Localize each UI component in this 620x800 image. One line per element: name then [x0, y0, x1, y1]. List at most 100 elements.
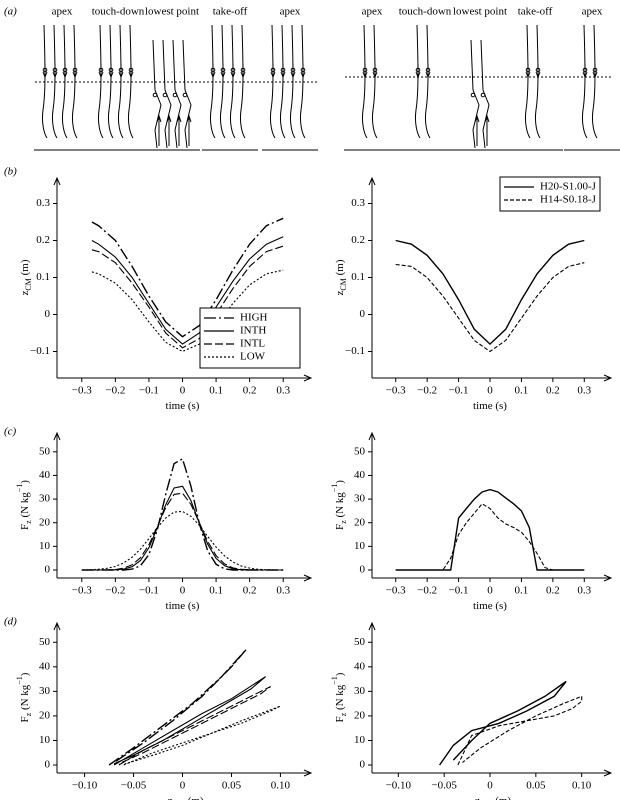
- y-tick-label: 40: [39, 660, 51, 672]
- series-line: [113, 676, 267, 766]
- leg-stick: [425, 24, 431, 139]
- legend-box: [199, 307, 301, 369]
- x-tick-label: 0: [180, 385, 186, 397]
- axis-label-part: (N kg: [19, 492, 31, 521]
- axis-label: −zCM (m): [469, 795, 512, 800]
- axis-label: time (s): [473, 600, 507, 612]
- x-tick-label: 0.2: [546, 385, 560, 397]
- axis-label-part: F: [19, 716, 31, 722]
- axis-label: Fz (N kg−1): [330, 480, 348, 530]
- phase-label: touch-down: [399, 6, 452, 18]
- velocity-arrow: [290, 64, 296, 79]
- y-tick-label: 10: [354, 540, 366, 552]
- leg-stick: [525, 24, 531, 139]
- x-tick-label: 0: [487, 585, 493, 597]
- leg-stick: [210, 24, 216, 139]
- leg-stick: [182, 39, 192, 149]
- series-line: [91, 217, 284, 338]
- leg-stick: [300, 24, 306, 139]
- axis-label-part: ): [19, 480, 31, 484]
- x-tick-label: 0: [180, 780, 186, 792]
- leg-stick: [415, 24, 421, 139]
- leg-stick: [152, 39, 162, 149]
- x-tick-label: 0.3: [577, 385, 591, 397]
- y-tick-label: 0: [360, 564, 366, 576]
- axis-label-part: CM: [24, 278, 33, 290]
- x-tick-label: −0.1: [449, 585, 469, 597]
- velocity-arrow: [280, 64, 286, 79]
- phase-label: apex: [52, 6, 73, 18]
- axis-label-part: z: [339, 712, 348, 716]
- force-arrow: [186, 114, 192, 146]
- axis-label-part: z: [339, 520, 348, 524]
- leg-stick: [42, 24, 48, 139]
- x-tick-label: 0: [487, 385, 493, 397]
- velocity-arrow: [270, 64, 276, 79]
- x-tick-label: 0: [180, 585, 186, 597]
- y-tick-label: 30: [354, 493, 366, 505]
- x-tick-label: 0.2: [243, 585, 257, 597]
- leg-stick: [280, 24, 286, 139]
- x-tick-label: 0.1: [209, 385, 223, 397]
- leg-stick: [592, 24, 598, 139]
- x-axis: [57, 374, 313, 382]
- series-line: [123, 705, 281, 766]
- x-axis: [57, 574, 313, 582]
- velocity-arrow: [118, 64, 124, 79]
- force-arrow: [474, 114, 480, 146]
- axis-label-part: z: [19, 290, 31, 295]
- y-tick-label: 10: [39, 734, 51, 746]
- y-tick-label: 0.2: [36, 234, 50, 246]
- axis-label-part: (m): [492, 795, 511, 800]
- axis-label-part: ): [19, 672, 31, 676]
- series-line: [439, 680, 567, 766]
- x-tick-label: 0.3: [276, 385, 290, 397]
- axis-label-part: time (s): [473, 400, 507, 412]
- velocity-arrow: [425, 64, 431, 79]
- y-tick-label: −0.1: [345, 345, 365, 357]
- y-tick-label: 30: [354, 685, 366, 697]
- leg-stick: [52, 24, 58, 139]
- x-tick-label: −0.3: [72, 385, 92, 397]
- axis-label-part: −1: [330, 676, 339, 685]
- velocity-arrow: [98, 64, 104, 79]
- phase-label: lowest point: [145, 6, 199, 18]
- y-tick-label: 50: [354, 445, 366, 457]
- axis-label-part: −z: [469, 795, 480, 800]
- velocity-arrow: [52, 64, 58, 79]
- x-tick-label: −0.2: [417, 585, 437, 597]
- x-tick-label: −0.05: [431, 780, 457, 792]
- x-tick-label: −0.10: [386, 780, 412, 792]
- axis-label: time (s): [166, 600, 200, 612]
- leg-stick: [535, 24, 541, 139]
- series-line: [108, 649, 247, 766]
- series-line: [81, 510, 284, 571]
- y-tick-label: 30: [39, 493, 51, 505]
- axis-label: time (s): [473, 400, 507, 412]
- phase-label: take-off: [518, 6, 553, 18]
- leg-stick: [362, 24, 368, 139]
- leg-stick: [470, 39, 480, 149]
- y-tick-label: 40: [354, 660, 366, 672]
- x-tick-label: 0.05: [222, 780, 242, 792]
- y-tick-label: 0: [360, 308, 366, 320]
- axis-label-part: F: [334, 716, 346, 722]
- y-tick-label: 40: [39, 469, 51, 481]
- hip-marker: [162, 92, 168, 98]
- y-tick-label: 0.1: [36, 271, 50, 283]
- leg-stick: [270, 24, 276, 139]
- y-tick-label: 0.1: [351, 271, 365, 283]
- y-tick-label: 0.3: [351, 197, 365, 209]
- x-tick-label: 0.3: [577, 585, 591, 597]
- x-axis: [57, 769, 313, 777]
- y-tick-label: 0: [360, 759, 366, 771]
- velocity-arrow: [220, 64, 226, 79]
- x-tick-label: −0.1: [139, 385, 159, 397]
- x-tick-label: −0.2: [417, 385, 437, 397]
- axis-label-part: CM: [339, 278, 348, 290]
- phase-label: apex: [362, 6, 383, 18]
- legend-label: HIGH: [240, 312, 268, 324]
- x-tick-label: 0.10: [572, 780, 592, 792]
- velocity-arrow: [300, 64, 306, 79]
- axis-label: zCM (m): [19, 259, 34, 295]
